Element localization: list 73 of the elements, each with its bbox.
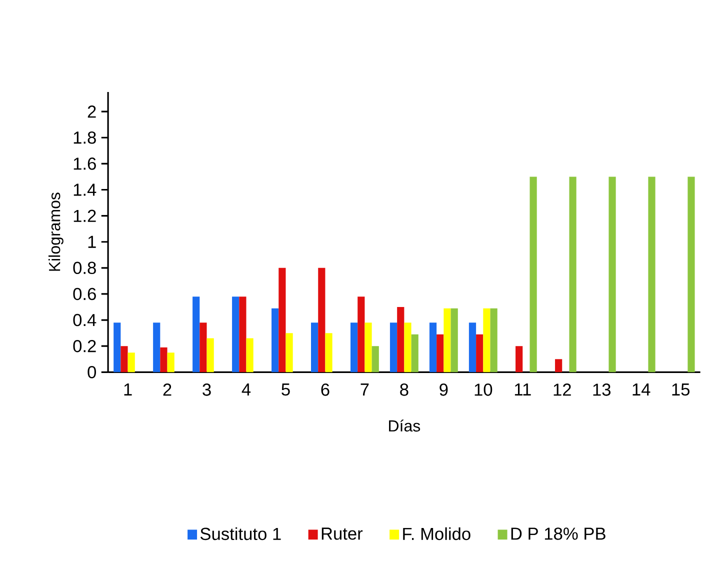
x-tick-label: 4 [242, 384, 251, 396]
bar [404, 322, 412, 372]
bar [648, 176, 656, 372]
bar [246, 338, 254, 372]
bar [232, 296, 240, 372]
bar [311, 322, 318, 372]
bar [128, 352, 135, 372]
bar [608, 176, 616, 372]
y-tick-label: 1.8 [74, 132, 96, 144]
x-tick-label: 14 [632, 384, 650, 396]
bar [397, 307, 404, 372]
y-tick-label: 0.8 [73, 262, 96, 274]
bar [555, 359, 562, 372]
bar [272, 308, 279, 372]
bar [120, 346, 128, 372]
legend-label: D P 18% PB [511, 528, 606, 540]
bar [411, 334, 418, 372]
bar [318, 268, 326, 372]
y-axis-title: Kilogramos [48, 192, 64, 272]
y-tick-label: 0.2 [73, 340, 96, 352]
bar [483, 308, 490, 372]
bar [239, 296, 246, 372]
legend-label: F. Molido [403, 528, 470, 540]
bar [325, 333, 332, 372]
y-tick-label: 0.6 [73, 288, 96, 300]
bar [490, 308, 498, 372]
bar [364, 322, 372, 372]
y-tick-label: 1.4 [74, 184, 96, 196]
x-tick-label: 8 [400, 384, 408, 396]
y-tick-label: 1.2 [74, 210, 96, 222]
x-tick-label: 11 [514, 384, 531, 396]
bar [358, 296, 365, 372]
bar [372, 346, 379, 372]
x-tick-label: 10 [474, 384, 492, 396]
y-tick-label: 2 [88, 106, 96, 118]
bar [286, 333, 293, 372]
x-tick-label: 6 [321, 384, 330, 396]
bar [468, 322, 476, 372]
bar [530, 176, 537, 372]
bar [436, 334, 444, 372]
x-tick-label: 9 [440, 384, 448, 396]
bar [153, 322, 160, 372]
bar [192, 296, 200, 372]
bar [450, 308, 458, 372]
bar [390, 322, 398, 372]
x-tick-label: 15 [672, 384, 690, 396]
x-tick-label: 5 [282, 384, 290, 396]
bar [429, 322, 437, 372]
bar [114, 322, 121, 372]
legend-label: Sustituto 1 [200, 528, 281, 540]
bar [688, 176, 695, 372]
bar [200, 322, 207, 372]
x-tick-label: 3 [202, 384, 211, 396]
x-tick-label: 2 [163, 384, 172, 396]
bar [444, 308, 451, 372]
y-tick-label: 1.6 [74, 158, 96, 170]
x-tick-label: 12 [554, 384, 571, 396]
x-tick-label: 1 [124, 384, 132, 396]
y-tick-label: 0.4 [73, 314, 96, 326]
legend-label: Ruter [322, 528, 363, 540]
bar [476, 334, 484, 372]
bar [278, 268, 286, 372]
x-axis-title: Días [389, 420, 420, 432]
x-tick-label: 7 [360, 384, 369, 396]
bar [569, 176, 576, 372]
bar [160, 348, 168, 372]
y-tick-label: 0 [88, 366, 96, 378]
y-tick-label: 1 [88, 236, 96, 248]
x-tick-label: 13 [593, 384, 610, 396]
bar [167, 352, 174, 372]
bar [516, 346, 523, 372]
bar [206, 338, 214, 372]
bar [350, 322, 358, 372]
